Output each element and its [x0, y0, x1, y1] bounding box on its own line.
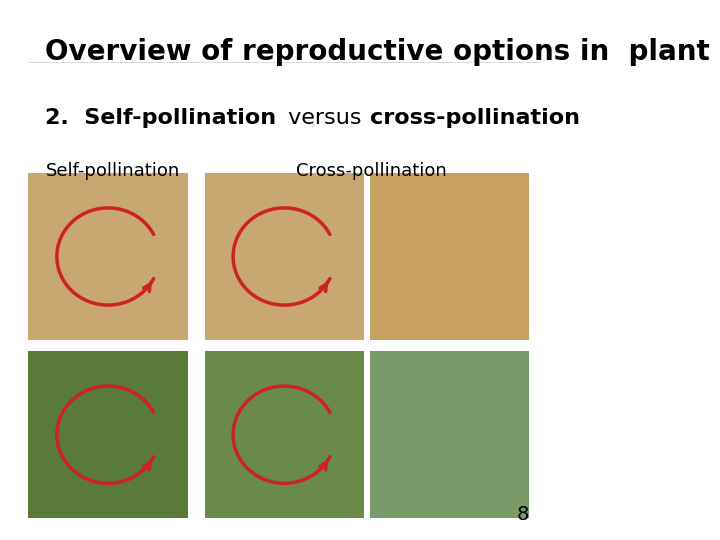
Text: Overview of reproductive options in  plant: Overview of reproductive options in plan… — [45, 38, 710, 66]
Text: versus: versus — [281, 108, 369, 128]
FancyBboxPatch shape — [369, 173, 528, 340]
FancyBboxPatch shape — [28, 351, 188, 518]
Text: Cross-pollination: Cross-pollination — [296, 162, 446, 180]
Text: 8: 8 — [517, 505, 529, 524]
Text: 2.  Self-pollination: 2. Self-pollination — [45, 108, 276, 128]
FancyBboxPatch shape — [204, 173, 364, 340]
Text: Self-pollination: Self-pollination — [45, 162, 180, 180]
FancyBboxPatch shape — [204, 351, 364, 518]
FancyBboxPatch shape — [28, 173, 188, 340]
FancyBboxPatch shape — [369, 351, 528, 518]
Text: cross-pollination: cross-pollination — [370, 108, 580, 128]
